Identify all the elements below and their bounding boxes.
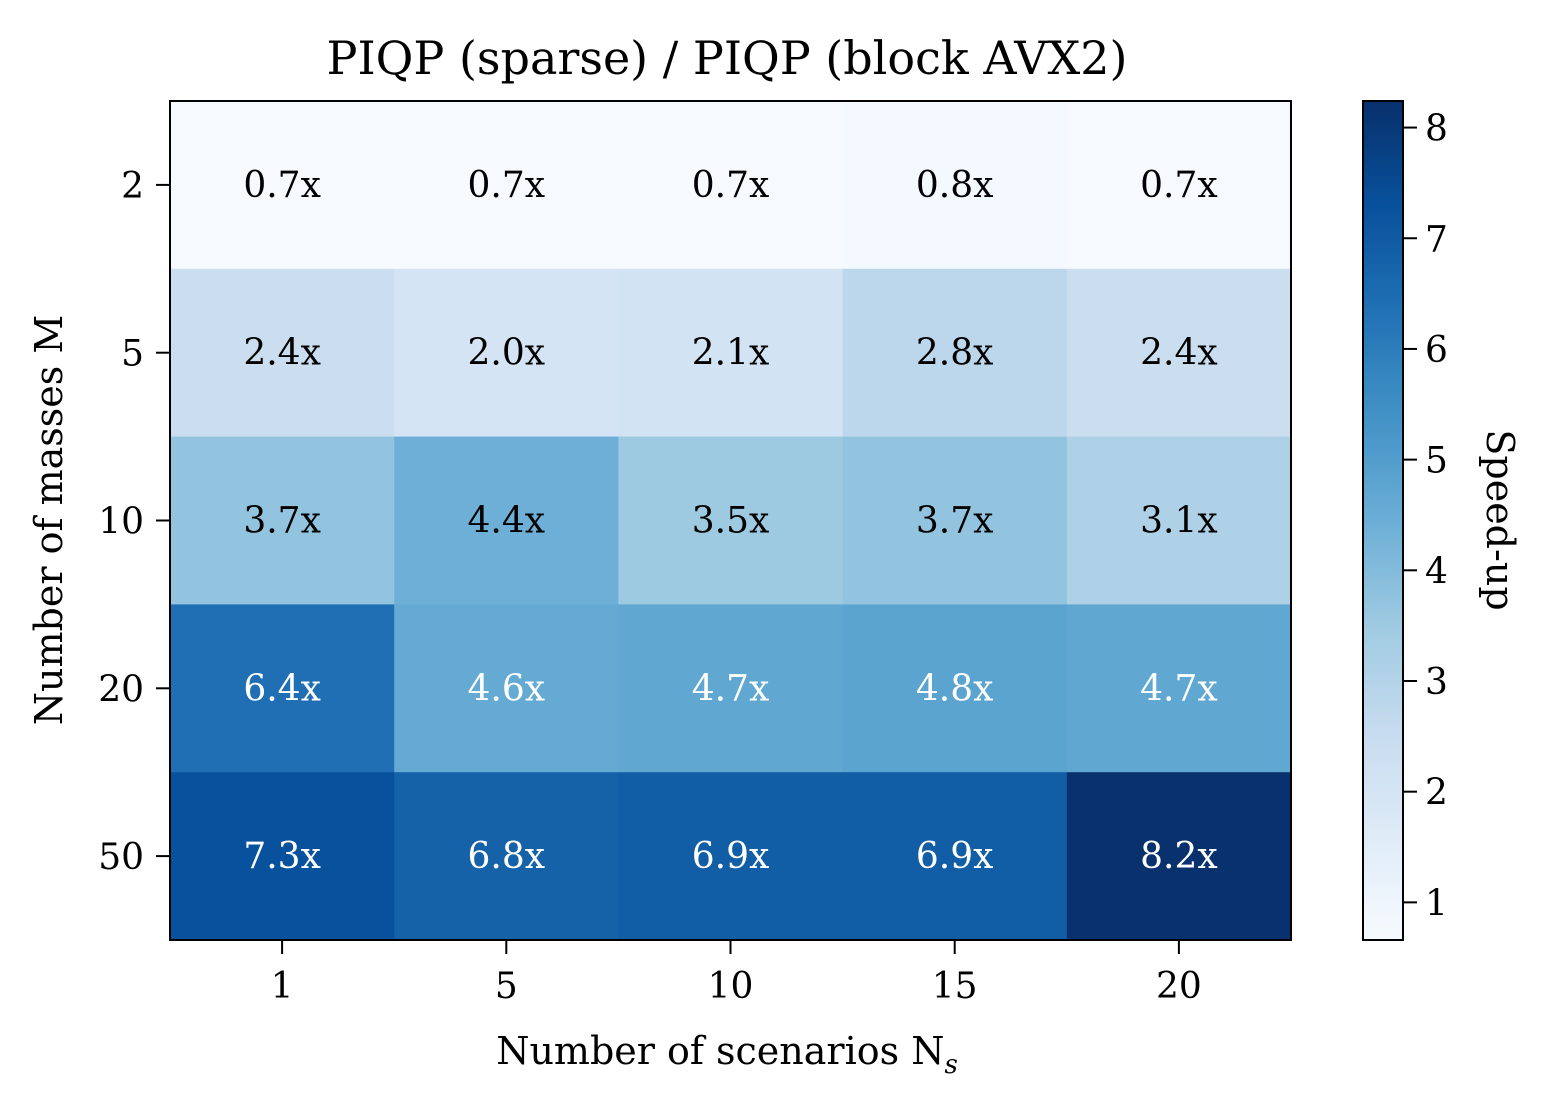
y-tick-label: 20 [98, 669, 144, 710]
cell-value-label: 3.1x [1140, 501, 1218, 542]
cell-value-label: 0.7x [468, 165, 546, 206]
x-tick-label: 10 [708, 966, 754, 1007]
cell-value-label: 7.3x [243, 836, 321, 877]
y-axis-label: Number of masses M [27, 315, 71, 726]
x-axis-label-subscript: s [944, 1050, 957, 1080]
cell-value-label: 6.9x [916, 836, 994, 877]
cell-value-label: 2.8x [916, 333, 994, 374]
cell-value-label: 2.4x [1140, 333, 1218, 374]
heatmap-cell [394, 101, 619, 270]
y-axis-ticks: 2 5 10 20 50 [98, 166, 170, 878]
heatmap-cell [842, 604, 1068, 773]
heatmap-cell [170, 268, 395, 438]
x-axis-label: Number of scenarios Ns [496, 1029, 958, 1080]
cell-value-label: 0.8x [916, 165, 994, 206]
heatmap-cell [1066, 604, 1292, 773]
heatmap-cell [618, 604, 844, 773]
heatmap-cell [842, 101, 1068, 270]
colorbar-tick-label: 1 [1425, 883, 1448, 924]
x-axis-ticks: 1 5 10 15 20 [271, 940, 1202, 1007]
y-tick-label: 2 [121, 166, 144, 207]
colorbar-tick-label: 7 [1425, 219, 1448, 260]
heatmap-cell [394, 604, 619, 773]
heatmap-cell [170, 604, 395, 773]
heatmap-cell [842, 436, 1068, 605]
heatmap-cell [1066, 772, 1292, 941]
heatmap-cells [170, 101, 1292, 941]
cell-value-label: 8.2x [1140, 836, 1218, 877]
colorbar [1362, 100, 1404, 941]
x-tick-label: 15 [932, 966, 978, 1007]
cell-value-label: 3.7x [916, 501, 994, 542]
colorbar-ticks: 1 2 3 4 5 6 7 8 [1403, 109, 1448, 924]
heatmap-cell [618, 101, 844, 270]
colorbar-tick-label: 4 [1425, 551, 1448, 592]
heatmap-cell [394, 772, 619, 941]
cell-value-label: 4.7x [1140, 668, 1218, 709]
x-tick-label: 20 [1156, 966, 1202, 1007]
y-tick-label: 5 [121, 334, 144, 375]
cell-value-label: 2.0x [468, 333, 546, 374]
cell-value-label: 4.4x [468, 501, 546, 542]
cell-value-label: 0.7x [692, 165, 770, 206]
cell-value-label: 4.8x [916, 668, 994, 709]
heatmap-cell [394, 268, 619, 438]
heatmap-cell [1066, 268, 1292, 438]
heatmap-cell [170, 436, 395, 605]
colorbar-label: Speed-up [1478, 429, 1522, 610]
heatmap-cell [1066, 101, 1292, 270]
heatmap-cell [1066, 436, 1292, 605]
colorbar-tick-label: 3 [1425, 662, 1448, 703]
heatmap-cell [842, 268, 1068, 438]
cell-value-label: 2.1x [692, 333, 770, 374]
y-tick-label: 10 [98, 502, 144, 543]
cell-value-label: 0.7x [243, 165, 321, 206]
colorbar-tick-label: 8 [1425, 109, 1448, 150]
x-tick-label: 5 [495, 966, 518, 1007]
heatmap-cell [394, 436, 619, 605]
chart-title: PIQP (sparse) / PIQP (block AVX2) [327, 31, 1128, 85]
colorbar-tick-label: 6 [1425, 330, 1448, 371]
heatmap-cell [618, 436, 844, 605]
heatmap-cell [170, 772, 395, 941]
x-tick-label: 1 [271, 966, 294, 1007]
cell-value-label: 2.4x [243, 333, 321, 374]
cell-value-label: 0.7x [1140, 165, 1218, 206]
cell-value-label: 4.7x [692, 668, 770, 709]
colorbar-tick-label: 5 [1425, 441, 1448, 482]
heatmap-cell [618, 268, 844, 438]
cell-value-label: 4.6x [468, 668, 546, 709]
cell-value-label: 3.5x [692, 501, 770, 542]
cell-value-label: 6.4x [243, 668, 321, 709]
heatmap-cell [842, 772, 1068, 941]
heatmap-cell [170, 101, 395, 270]
cell-value-label: 3.7x [243, 501, 321, 542]
colorbar-tick-label: 2 [1425, 773, 1448, 814]
cell-value-label: 6.8x [468, 836, 546, 877]
y-tick-label: 50 [98, 837, 144, 878]
heatmap-cell-labels: 0.7x 0.7x 0.7x 0.8x 0.7x 2.4x 2.0x 2.1x 2.8x 2.4x… [243, 165, 1217, 877]
cell-value-label: 6.9x [692, 836, 770, 877]
heatmap-cell [618, 772, 844, 941]
x-axis-label-text: Number of scenarios N [496, 1029, 944, 1073]
